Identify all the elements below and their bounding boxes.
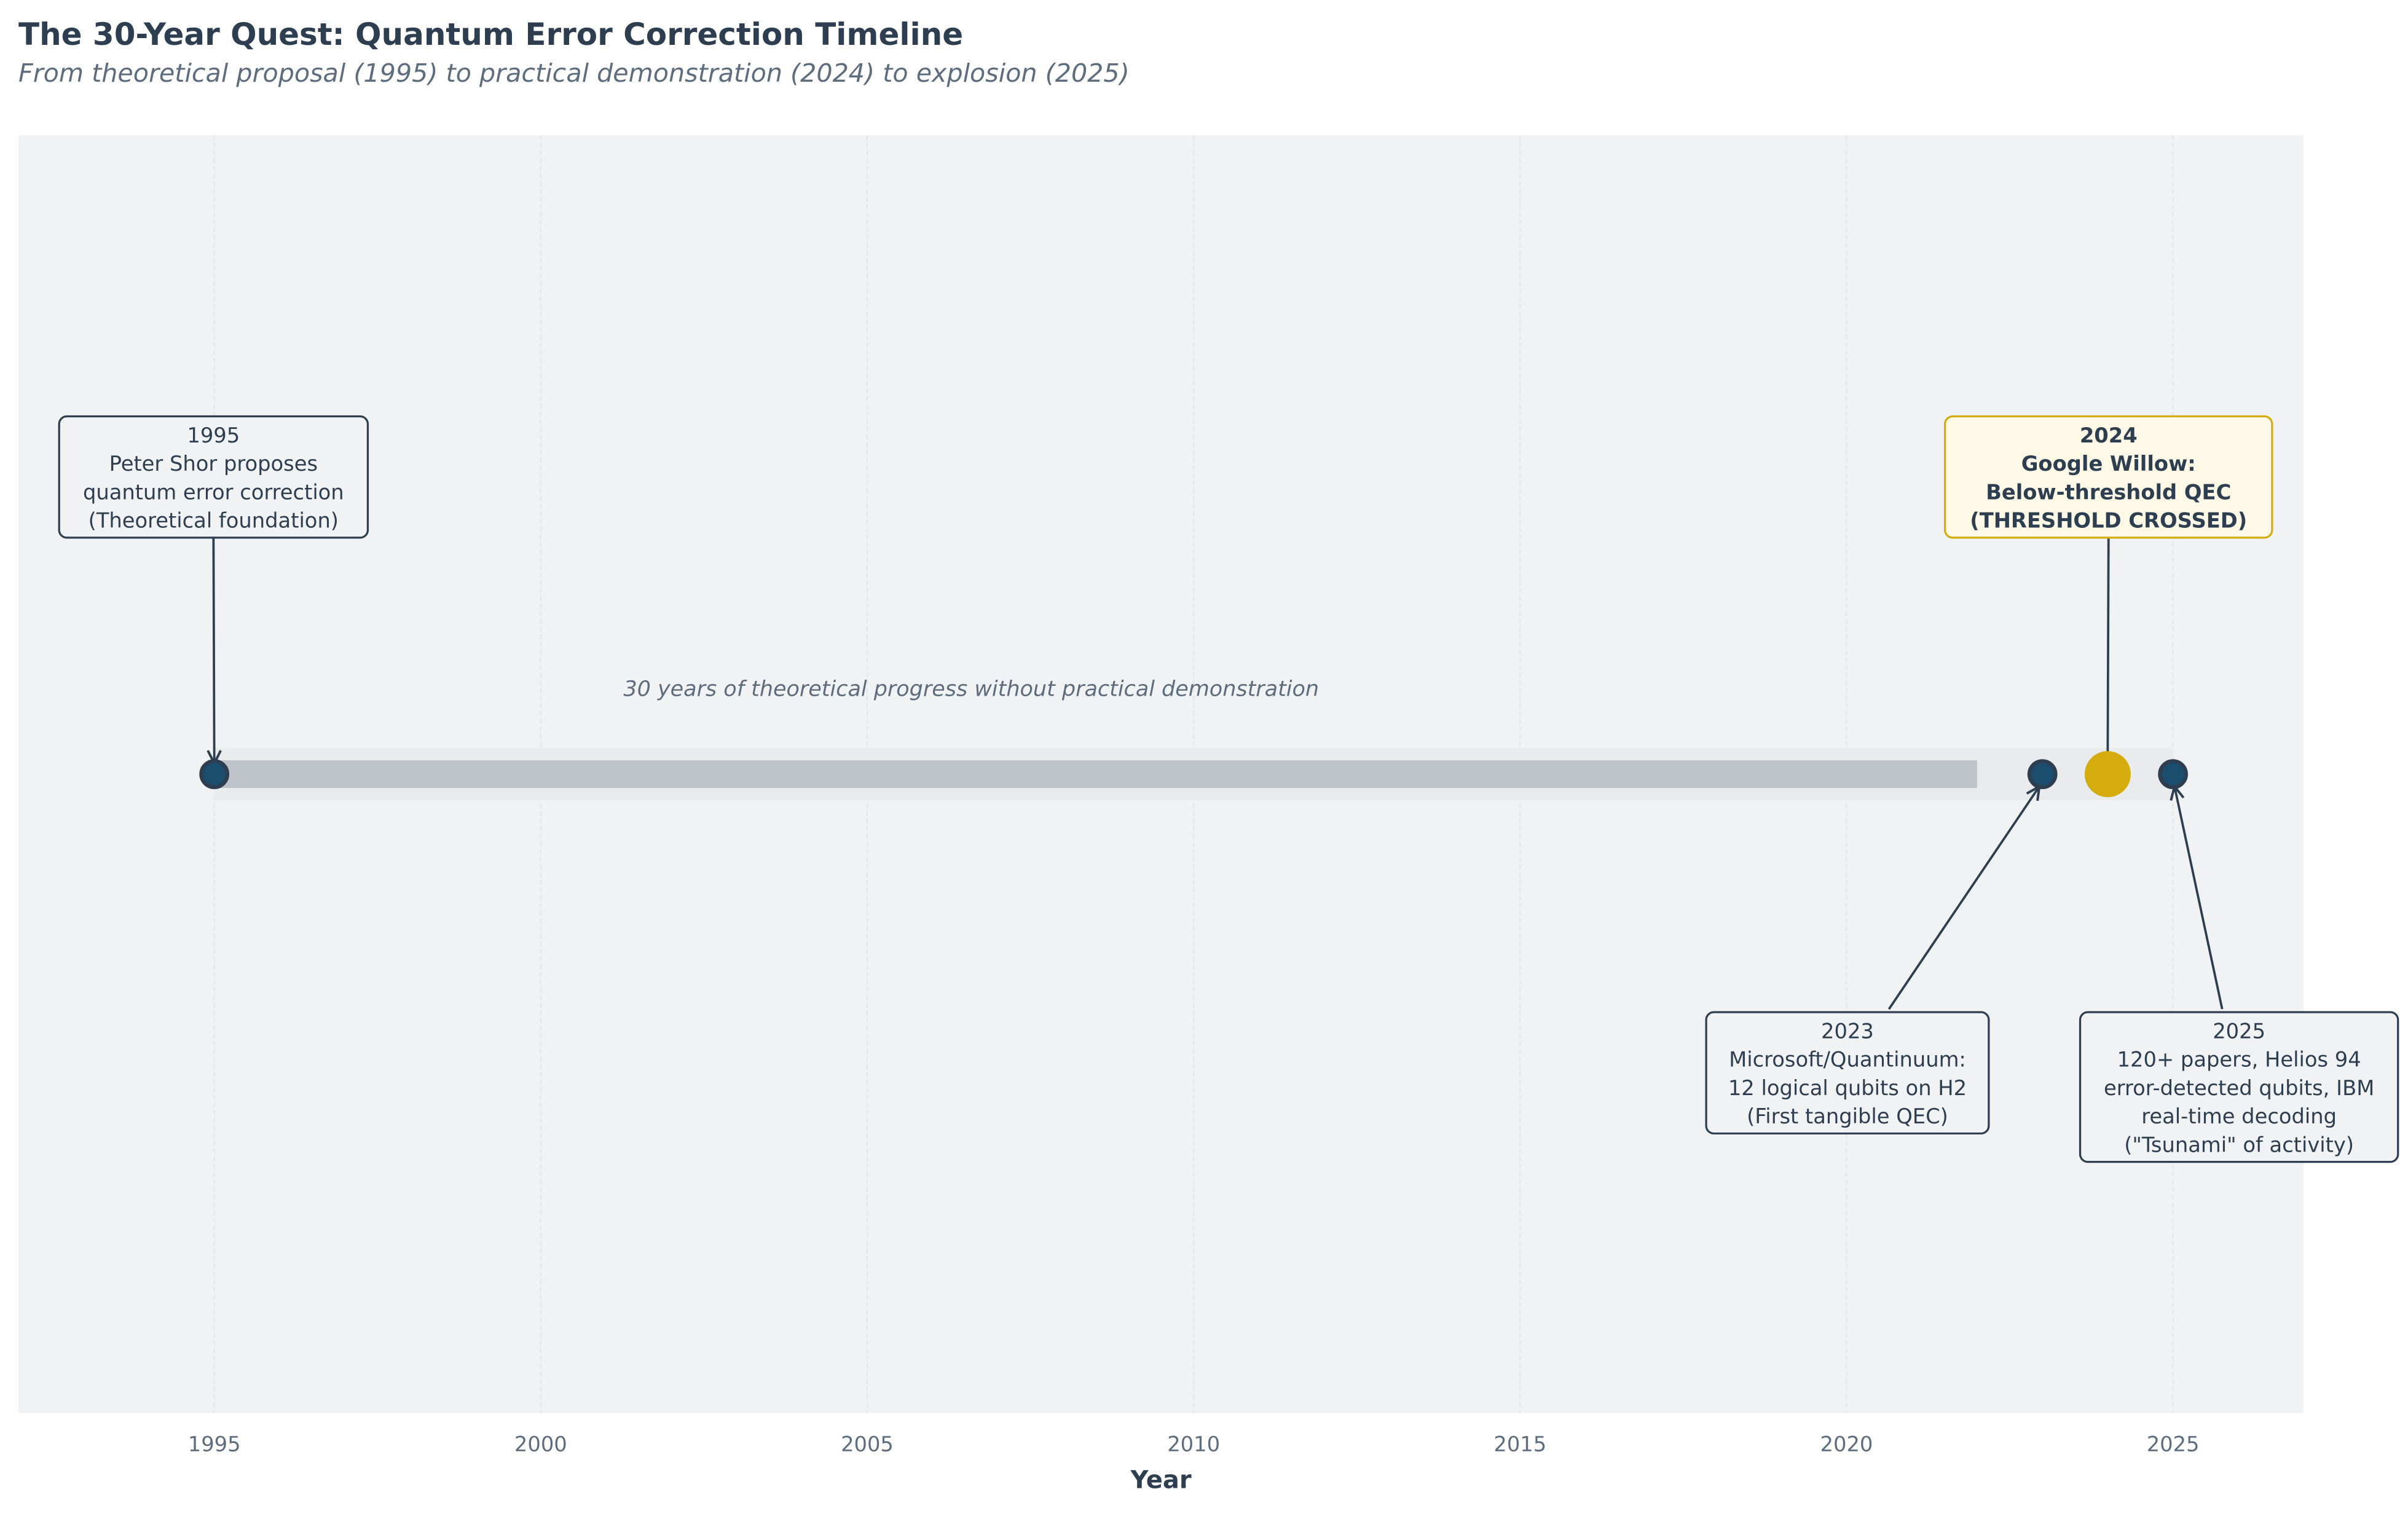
annotation-line: error-detected qubits, IBM <box>2104 1076 2374 1100</box>
annotation-line: Google Willow: <box>2021 452 2196 476</box>
annotation-line: ("Tsunami" of activity) <box>2124 1133 2354 1157</box>
annotation-line: quantum error correction <box>83 480 344 504</box>
event-marker-highlight <box>2084 751 2131 798</box>
annotation-line: Below-threshold QEC <box>1986 480 2231 504</box>
annotation-box <box>1705 1011 1990 1135</box>
annotation-line: Peter Shor proposes <box>109 452 318 476</box>
progress-note: 30 years of theoretical progress without… <box>623 677 1319 701</box>
annotation-box <box>58 415 369 539</box>
annotation-line: 1995 <box>187 423 240 447</box>
chart-title: The 30-Year Quest: Quantum Error Correct… <box>18 17 963 52</box>
x-tick-label: 2000 <box>514 1432 567 1456</box>
annotation-line: Microsoft/Quantinuum: <box>1729 1048 1966 1072</box>
event-2024: 2024 Google Willow: Below-threshold QEC (TH… <box>1944 415 2273 798</box>
chart-subtitle: From theoretical proposal (1995) to prac… <box>18 58 1130 88</box>
x-tick-label: 1995 <box>188 1432 241 1456</box>
x-tick-label: 2010 <box>1167 1432 1220 1456</box>
arrow <box>2174 787 2224 1010</box>
x-axis-label: Year <box>1130 1466 1191 1495</box>
annotation-line: 2025 <box>2213 1020 2265 1043</box>
x-tick-label: 2020 <box>1820 1432 1873 1456</box>
x-tick-label: 2025 <box>2147 1432 2200 1456</box>
events: 1995 Peter Shor proposes quantum error cor… <box>58 415 2399 1163</box>
annotation-line: 2023 <box>1821 1020 1874 1043</box>
annotation-line: 120+ papers, Helios 94 <box>2117 1048 2361 1072</box>
annotation-line: 12 logical qubits on H2 <box>1728 1076 1967 1100</box>
x-axis-ticks: 1995 2000 2005 2010 2015 2020 2025 <box>188 1432 2200 1456</box>
x-tick-label: 2005 <box>841 1432 894 1456</box>
event-2023: 2023 Microsoft/Quantinuum: 12 logical qubi… <box>1705 759 2058 1135</box>
annotation-line: (First tangible QEC) <box>1747 1104 1948 1128</box>
annotation-line: (THRESHOLD CROSSED) <box>1970 509 2247 533</box>
annotation-box <box>2079 1011 2399 1163</box>
event-2025: 2025 120+ papers, Helios 94 error-detected… <box>2079 759 2399 1163</box>
annotation-box <box>1944 415 2273 539</box>
annotation-line: 2024 <box>2080 423 2138 447</box>
annotation-line: (Theoretical foundation) <box>89 509 339 533</box>
arrow <box>213 534 214 763</box>
event-marker <box>199 759 230 790</box>
event-marker <box>2027 759 2058 790</box>
annotation-line: real-time decoding <box>2141 1104 2337 1128</box>
progress-bar <box>214 760 1977 788</box>
x-tick-label: 2015 <box>1493 1432 1546 1456</box>
arrow <box>1887 787 2039 1010</box>
event-1995: 1995 Peter Shor proposes quantum error cor… <box>58 415 369 790</box>
connector-line <box>2106 537 2110 753</box>
event-marker <box>2158 759 2188 790</box>
